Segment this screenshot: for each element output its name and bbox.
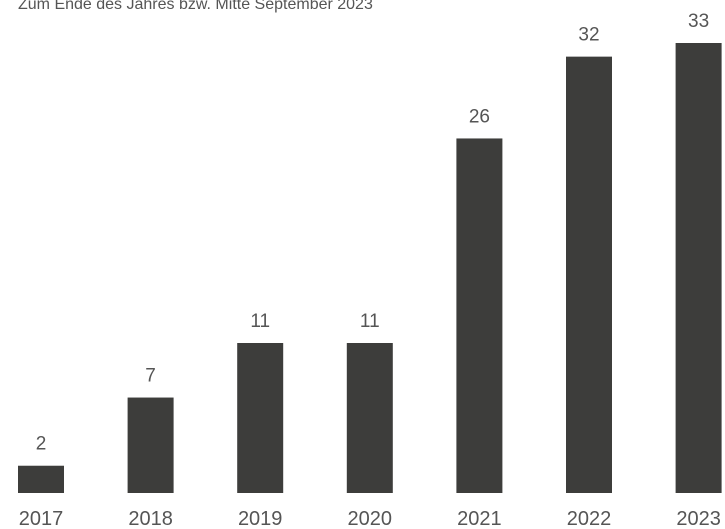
x-tick-label: 2018 — [128, 508, 173, 529]
x-tick-label: 2022 — [567, 508, 612, 529]
value-label: 7 — [145, 366, 156, 387]
bar — [456, 138, 503, 494]
x-tick-label: 2021 — [457, 508, 502, 529]
bar — [18, 465, 64, 493]
bar — [566, 56, 612, 494]
value-label: 33 — [688, 11, 709, 32]
value-label: 11 — [250, 311, 270, 332]
bar — [346, 343, 393, 493]
value-label: 11 — [360, 311, 380, 332]
value-label: 26 — [469, 106, 490, 127]
chart-subtitle: Zum Ende des Jahres bzw. Mitte September… — [18, 0, 373, 13]
bar — [127, 397, 174, 493]
x-tick-label: 2017 — [19, 508, 64, 529]
value-label: 32 — [578, 25, 599, 46]
x-tick-label: 2020 — [348, 508, 393, 529]
bar — [675, 43, 722, 493]
value-label: 2 — [36, 434, 47, 455]
x-tick-label: 2023 — [676, 508, 721, 529]
x-tick-label: 2019 — [238, 508, 283, 529]
bar — [237, 343, 284, 493]
